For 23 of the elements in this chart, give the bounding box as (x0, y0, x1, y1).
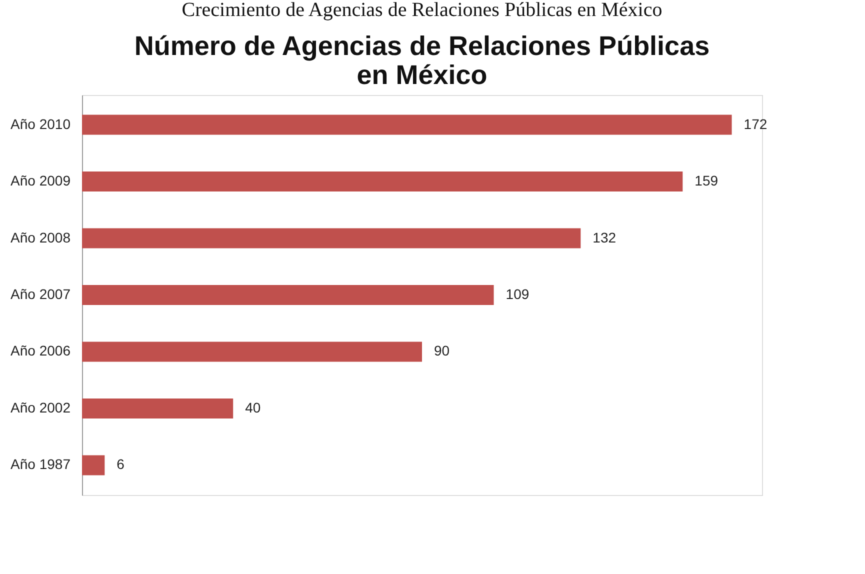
data-label: 6 (116, 456, 125, 472)
chart-title: Crecimiento de Agencias de Relaciones Públicas en México (182, 0, 662, 21)
bar (82, 172, 683, 192)
data-label: 172 (744, 116, 768, 132)
y-tick-label: Año 2002 (10, 399, 71, 416)
bar (82, 342, 422, 362)
bar (82, 285, 494, 305)
data-label: 40 (245, 399, 261, 416)
data-label: 90 (434, 342, 450, 359)
bar (82, 398, 234, 418)
y-tick-label: Año 2009 (10, 172, 71, 189)
chart-subtitle: Número de Agencias de Relaciones Públicas en México (134, 31, 710, 90)
bar (82, 455, 105, 476)
bar (82, 228, 581, 248)
y-tick-label: Año 2010 (10, 116, 71, 132)
y-tick-label: Año 2006 (10, 342, 71, 359)
y-tick-label: Año 2007 (10, 286, 71, 302)
data-label: 159 (694, 172, 718, 189)
y-tick-label: Año 1987 (10, 456, 71, 472)
y-tick-label: Año 2008 (10, 229, 71, 246)
data-label: 132 (592, 229, 616, 246)
bar (82, 114, 732, 135)
data-label: 109 (506, 286, 530, 302)
